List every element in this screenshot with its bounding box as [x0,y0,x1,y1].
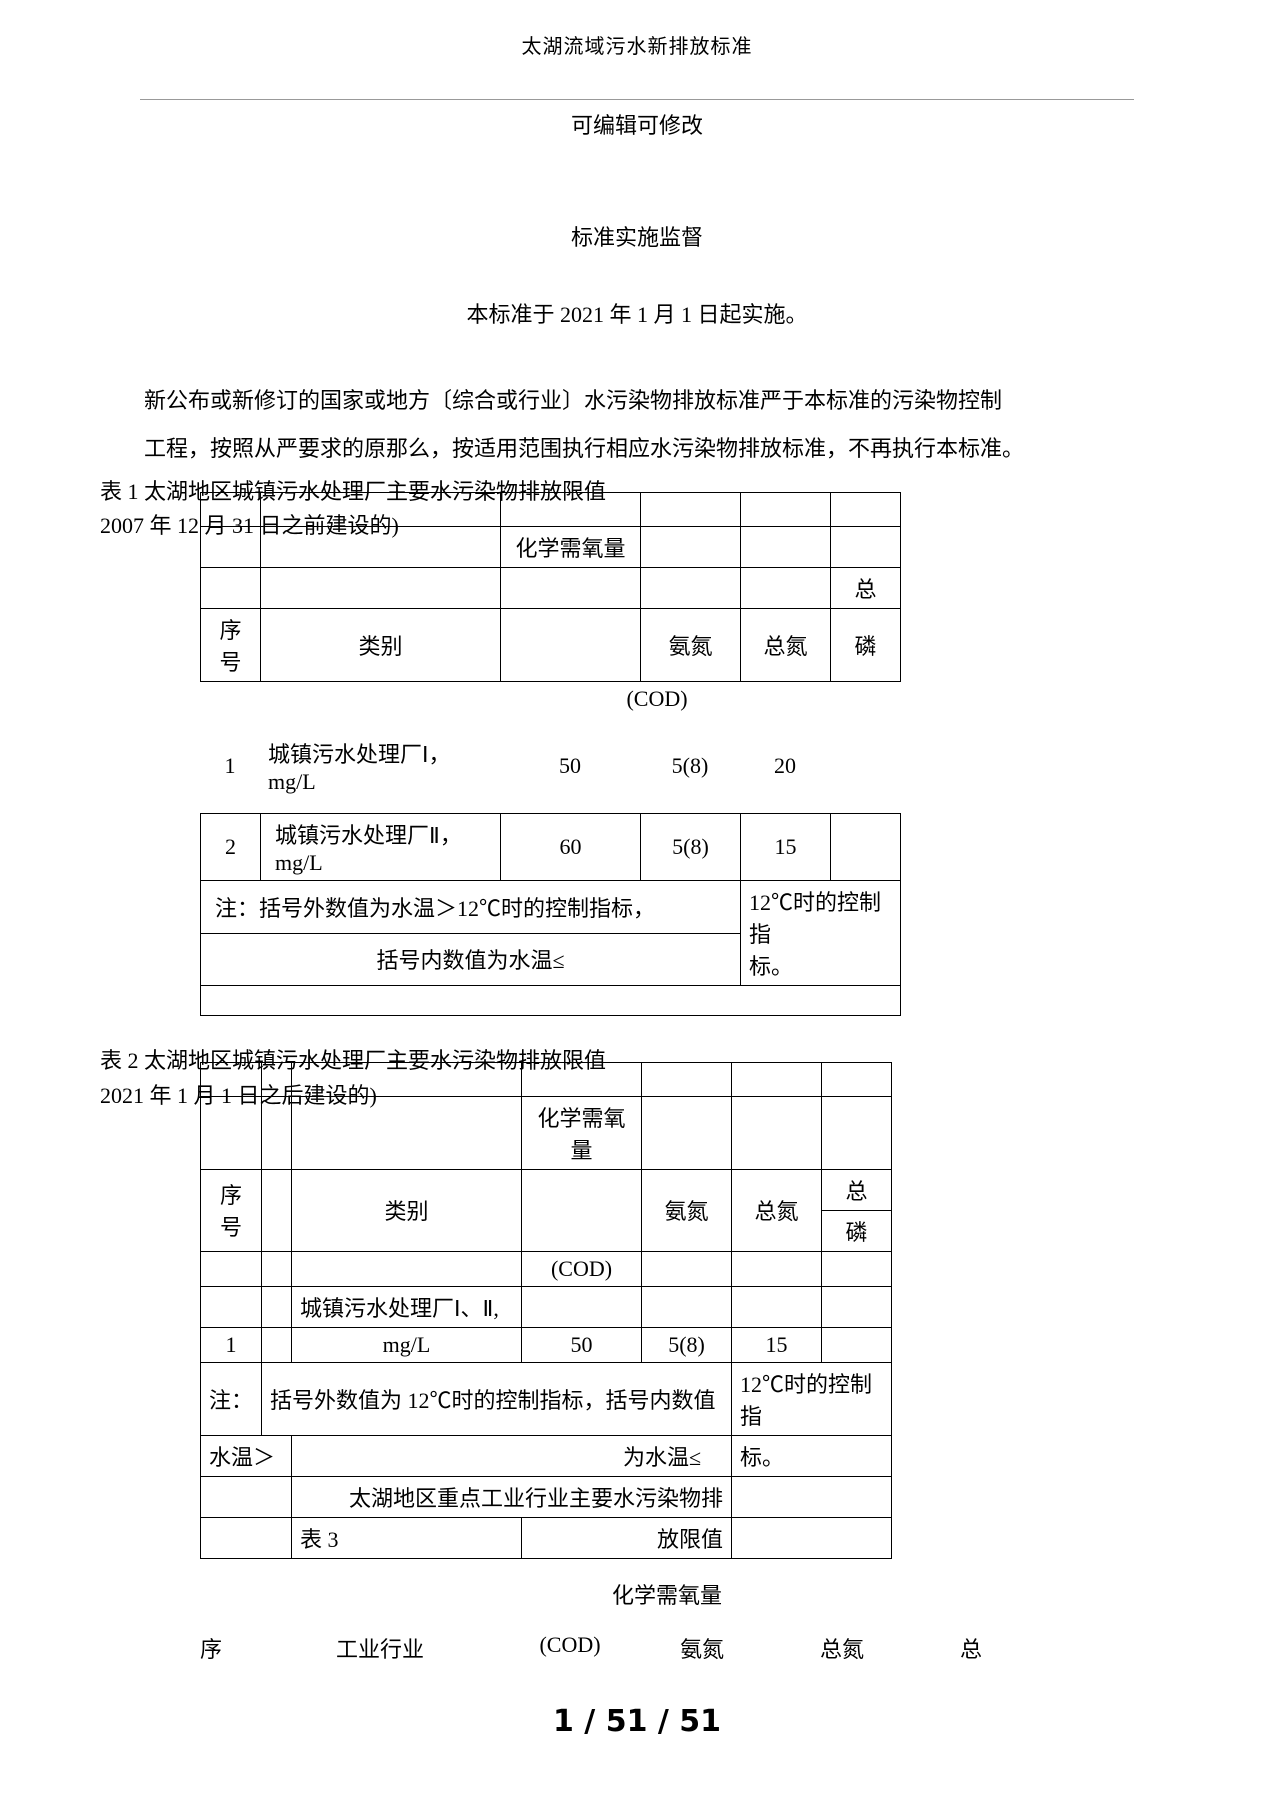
t2-note-l2a: 水温＞ [201,1435,292,1476]
t1-h-tp-a: 总 [831,568,901,609]
t2-r1-seq: 1 [201,1327,262,1362]
t2-r1-tn: 15 [732,1327,822,1362]
t2-note-l1b: 括号外数值为 12℃时的控制指标，括号内数值 [262,1362,732,1435]
t2-h-nh3: 氨氮 [642,1169,732,1251]
t2-note-l2b: 为水温≤ [292,1435,732,1476]
t1-note-d: 标。 [749,954,793,979]
t3-h-cod: 化学需氧量 [160,1579,1174,1612]
t1-r1-cat: 城镇污水处理厂Ⅰ，mg/L [260,733,500,799]
t3-h-cod-sub: (COD) [520,1632,620,1664]
t1-r2-seq: 2 [201,814,261,881]
t1-r2-tn: 15 [741,814,831,881]
t1-r2-nh3: 5(8) [641,814,741,881]
table1-row1: 1 城镇污水处理厂Ⅰ，mg/L 50 5(8) 20 [200,733,900,799]
t1-note-c: 12℃时的控制指 [749,890,881,947]
t2-h-cat: 类别 [292,1169,522,1251]
t1-h-nh3: 氨氮 [641,609,741,682]
t2-t3-label: 表 3 [292,1517,522,1558]
t1-h-cod: 化学需氧量 [501,527,641,568]
t1-h-tn: 总氮 [741,609,831,682]
para-effective-date: 本标准于 2021 年 1 月 1 日起实施。 [100,292,1174,338]
t3-h-tp: 总 [960,1632,1020,1664]
t2-r1-cat: mg/L [292,1327,522,1362]
t3-h-tn: 总氮 [820,1632,900,1664]
t2-r1-nh3: 5(8) [642,1327,732,1362]
t1-h-tp-b: 磷 [831,609,901,682]
table2: 化学需氧量 序 号 类别 氨氮 总氮 总 磷 (COD) 城镇污水处理厂Ⅰ、Ⅱ, [200,1062,892,1559]
t2-h-seq-b: 号 [220,1215,242,1240]
t1-r2-cat: 城镇污水处理厂Ⅱ，mg/L [261,814,501,881]
t1-r1-tn: 20 [740,733,830,799]
t2-note-l2c: 标。 [732,1435,892,1476]
editable-note: 可编辑可修改 [100,108,1174,140]
t1-r1-cod: 50 [500,733,640,799]
t2-r1-cod: 50 [522,1327,642,1362]
section-heading: 标准实施监督 [100,220,1174,252]
t3-h-nh3: 氨氮 [680,1632,760,1664]
t2-t3-title-a: 太湖地区重点工业行业主要水污染物排 [292,1476,732,1517]
top-rule [140,99,1134,100]
t2-h-tp-a: 总 [822,1169,892,1210]
t3-h-seq: 序 [200,1632,240,1664]
t2-cod-sub: (COD) [522,1251,642,1286]
para-2: 新公布或新修订的国家或地方〔综合或行业〕水污染物排放标准严于本标准的污染物控制 [100,378,1174,424]
page-footer: 1 / 51 / 51 [100,1704,1174,1739]
t1-h-cat: 类别 [261,609,501,682]
t2-h-seq-a: 序 [220,1183,242,1208]
t1-h-seq: 序号 [201,609,261,682]
t3-header-row: 序 工业行业 (COD) 氨氮 总氮 总 [200,1632,1174,1664]
t3-h-cat: 工业行业 [300,1632,460,1664]
t2-h-tp-b: 磷 [822,1210,892,1251]
t1-cod-sub: (COD) [140,682,1174,715]
t2-h-tn: 总氮 [732,1169,822,1251]
table1-row2-note: 2 城镇污水处理厂Ⅱ，mg/L 60 5(8) 15 注：括号外数值为水温＞12… [200,813,901,1016]
t1-note-b: 括号内数值为水温≤ [201,933,741,986]
t2-t3-title-b: 放限值 [522,1517,732,1558]
t1-r2-cod: 60 [501,814,641,881]
t2-note-l1c: 12℃时的控制指 [732,1362,892,1435]
t2-r1-cat-a: 城镇污水处理厂Ⅰ、Ⅱ, [292,1286,522,1327]
t1-r1-nh3: 5(8) [640,733,740,799]
t2-note-l1a: 注： [201,1362,262,1435]
t1-r1-seq: 1 [200,733,260,799]
para-3: 工程，按照从严要求的原那么，按适用范围执行相应水污染物排放标准，不再执行本标准。 [100,426,1174,472]
t1-note-a: 注：括号外数值为水温＞12℃时的控制指标， [201,881,741,934]
doc-title: 太湖流域污水新排放标准 [100,30,1174,59]
t2-h-cod: 化学需氧量 [522,1096,642,1169]
